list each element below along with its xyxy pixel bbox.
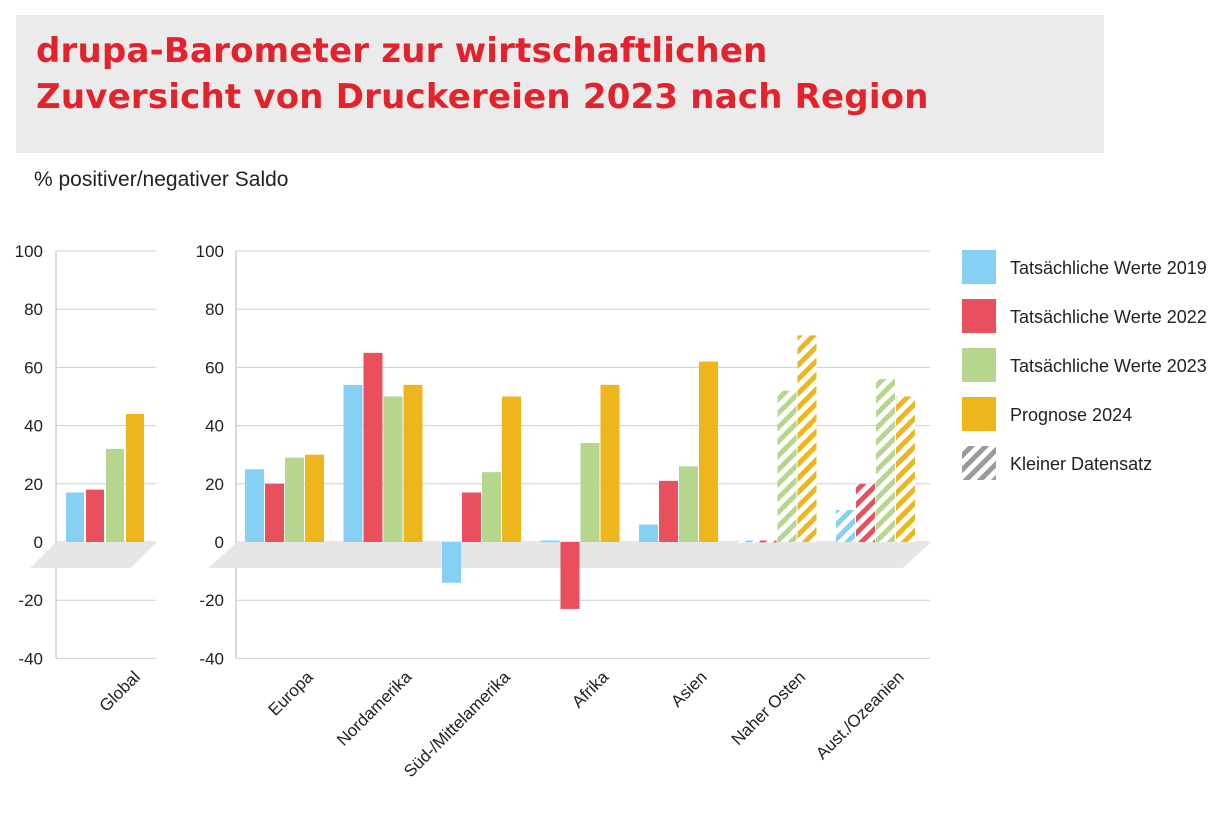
bar — [699, 361, 718, 542]
y-tick-label: 80 — [205, 300, 224, 319]
bar — [757, 540, 777, 543]
zero-floor — [30, 543, 156, 568]
legend-swatch — [962, 348, 996, 382]
bar — [66, 492, 84, 542]
y-tick-label: -20 — [18, 591, 43, 610]
y-tick-label: 80 — [24, 300, 43, 319]
bar — [343, 384, 363, 542]
legend-label: Tatsächliche Werte 2023 — [1010, 356, 1207, 376]
bar — [245, 469, 264, 542]
chart-title-line-1: drupa-Barometer zur wirtschaftlichen — [36, 31, 768, 71]
bar — [639, 524, 658, 542]
x-category-label: Europa — [265, 667, 318, 720]
y-tick-label: 20 — [24, 475, 43, 494]
x-category-label: Süd-/Mittelamerika — [400, 667, 514, 781]
x-category-label: Asien — [667, 667, 711, 711]
bar — [383, 396, 403, 542]
x-category-label: Naher Osten — [728, 667, 810, 749]
bar — [580, 443, 600, 542]
y-tick-label: 100 — [196, 242, 224, 261]
y-tick-label: 0 — [34, 533, 43, 552]
bar — [265, 483, 284, 542]
y-tick-label: -40 — [18, 649, 43, 668]
bar — [560, 542, 580, 609]
y-tick-label: 0 — [215, 533, 224, 552]
bar — [659, 480, 678, 542]
y-tick-label: 60 — [205, 358, 224, 377]
bar — [106, 448, 124, 542]
x-category-label: Global — [96, 667, 144, 715]
bar — [777, 390, 797, 542]
bar — [305, 454, 324, 542]
bar — [856, 483, 875, 542]
bar — [126, 413, 144, 542]
bar — [679, 466, 698, 542]
bar — [403, 384, 423, 542]
legend-label: Tatsächliche Werte 2022 — [1010, 307, 1207, 327]
bar — [737, 540, 757, 543]
bar — [442, 542, 461, 583]
bar — [482, 472, 501, 542]
legend-swatch — [962, 397, 996, 431]
bar — [876, 379, 895, 542]
y-tick-label: -40 — [199, 649, 224, 668]
bar — [797, 335, 817, 542]
legend-swatch — [962, 250, 996, 284]
bar — [285, 457, 304, 542]
bar — [896, 396, 915, 542]
chart-panel-1: 100 80 60 40 20 0 -20 -40 Global — [15, 242, 156, 716]
bar — [363, 352, 383, 542]
y-tick-label: 40 — [24, 417, 43, 436]
legend: Tatsächliche Werte 2019 Tatsächliche Wert… — [962, 250, 1207, 480]
bar — [836, 509, 855, 542]
title-box: drupa-Barometer zur wirtschaftlichen Zuv… — [16, 15, 1104, 153]
chart-panel-2: 100 80 60 40 20 0 -20 -40 Europa NordamerikaSüd-/… — [196, 242, 930, 781]
bar — [502, 396, 521, 542]
chart-subtitle: % positiver/negativer Saldo — [34, 168, 289, 191]
y-tick-label: 20 — [205, 475, 224, 494]
legend-label: Kleiner Datensatz — [1010, 454, 1152, 474]
bar — [600, 384, 620, 542]
legend-label: Prognose 2024 — [1010, 405, 1132, 425]
y-tick-label: -20 — [199, 591, 224, 610]
x-category-label: Nordamerika — [333, 667, 416, 750]
legend-label: Tatsächliche Werte 2019 — [1010, 258, 1207, 278]
y-tick-label: 60 — [24, 358, 43, 377]
legend-swatch — [962, 446, 996, 480]
y-tick-label: 100 — [15, 242, 43, 261]
y-tick-label: 40 — [205, 417, 224, 436]
chart-title-line-2: Zuversicht von Druckereien 2023 nach Reg… — [36, 77, 929, 117]
bar — [462, 492, 481, 542]
legend-swatch — [962, 299, 996, 333]
x-category-label: Afrika — [568, 667, 613, 712]
x-category-label: Aust./Ozeanien — [812, 667, 908, 763]
bar — [540, 540, 560, 543]
bar — [86, 489, 104, 542]
